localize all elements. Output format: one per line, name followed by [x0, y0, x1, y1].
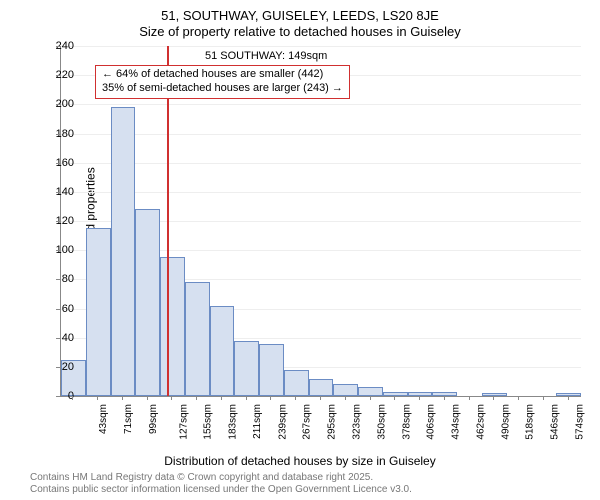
x-tick-mark: [246, 396, 247, 400]
x-tick-label: 295sqm: [327, 404, 338, 440]
histogram-bar: [185, 282, 210, 396]
annotation-box: ← 64% of detached houses are smaller (44…: [95, 65, 350, 99]
x-tick-mark: [469, 396, 470, 400]
x-tick-label: 350sqm: [376, 404, 387, 440]
histogram-bar: [210, 306, 235, 396]
chart-title-line2: Size of property relative to detached ho…: [0, 24, 600, 39]
histogram-bar: [86, 228, 111, 396]
x-tick-label: 323sqm: [352, 404, 363, 440]
x-tick-mark: [518, 396, 519, 400]
gridline: [61, 46, 581, 47]
x-tick-label: 99sqm: [148, 404, 159, 434]
x-tick-label: 462sqm: [475, 404, 486, 440]
y-tick-mark: [56, 75, 60, 76]
histogram-bar: [259, 344, 284, 397]
histogram-bar: [111, 107, 136, 396]
y-tick-mark: [56, 46, 60, 47]
x-tick-mark: [72, 396, 73, 400]
histogram-bar: [135, 209, 160, 396]
x-tick-label: 43sqm: [98, 404, 109, 434]
histogram-bar: [284, 370, 309, 396]
histogram-bar: [160, 257, 185, 396]
y-tick-mark: [56, 221, 60, 222]
y-tick-mark: [56, 338, 60, 339]
x-tick-label: 490sqm: [500, 404, 511, 440]
gridline: [61, 163, 581, 164]
chart-title-line1: 51, SOUTHWAY, GUISELEY, LEEDS, LS20 8JE: [0, 8, 600, 23]
y-tick-mark: [56, 163, 60, 164]
annotation-title: 51 SOUTHWAY: 149sqm: [205, 50, 327, 62]
reference-line: [167, 46, 169, 396]
x-tick-label: 155sqm: [203, 404, 214, 440]
y-tick-mark: [56, 367, 60, 368]
x-tick-mark: [97, 396, 98, 400]
x-tick-mark: [221, 396, 222, 400]
x-tick-mark: [543, 396, 544, 400]
footer-line1: Contains HM Land Registry data © Crown c…: [30, 472, 412, 484]
x-tick-label: 434sqm: [451, 404, 462, 440]
annotation-line2: 35% of semi-detached houses are larger (…: [102, 82, 343, 96]
annotation-line1: ← 64% of detached houses are smaller (44…: [102, 68, 343, 82]
histogram-bar: [358, 387, 383, 396]
x-tick-mark: [147, 396, 148, 400]
y-tick-mark: [56, 250, 60, 251]
footer: Contains HM Land Registry data © Crown c…: [30, 472, 412, 496]
y-tick-mark: [56, 279, 60, 280]
x-tick-label: 378sqm: [401, 404, 412, 440]
x-tick-mark: [568, 396, 569, 400]
x-tick-mark: [345, 396, 346, 400]
x-tick-mark: [394, 396, 395, 400]
histogram-bar: [556, 393, 581, 396]
x-tick-mark: [444, 396, 445, 400]
x-tick-mark: [171, 396, 172, 400]
footer-line2: Contains public sector information licen…: [30, 484, 412, 496]
x-tick-label: 127sqm: [178, 404, 189, 440]
gridline: [61, 134, 581, 135]
x-tick-mark: [370, 396, 371, 400]
y-tick-mark: [56, 309, 60, 310]
x-tick-mark: [419, 396, 420, 400]
x-axis-label: Distribution of detached houses by size …: [0, 454, 600, 468]
x-tick-label: 518sqm: [525, 404, 536, 440]
y-tick-mark: [56, 134, 60, 135]
x-tick-label: 574sqm: [574, 404, 585, 440]
x-tick-label: 211sqm: [252, 404, 263, 439]
x-tick-mark: [320, 396, 321, 400]
gridline: [61, 192, 581, 193]
x-tick-mark: [196, 396, 197, 400]
histogram-bar: [333, 384, 358, 396]
x-tick-label: 546sqm: [550, 404, 561, 440]
x-tick-label: 267sqm: [302, 404, 313, 440]
plot-area: [60, 46, 581, 397]
x-tick-label: 183sqm: [228, 404, 239, 440]
x-tick-mark: [122, 396, 123, 400]
histogram-bar: [432, 392, 457, 396]
gridline: [61, 104, 581, 105]
x-tick-label: 406sqm: [426, 404, 437, 440]
x-tick-mark: [493, 396, 494, 400]
x-tick-label: 71sqm: [123, 404, 134, 434]
histogram-bar: [234, 341, 259, 396]
x-tick-label: 239sqm: [277, 404, 288, 440]
y-tick-mark: [56, 396, 60, 397]
y-tick-mark: [56, 192, 60, 193]
x-tick-mark: [295, 396, 296, 400]
histogram-bar: [309, 379, 334, 397]
x-tick-mark: [270, 396, 271, 400]
chart-container: 51, SOUTHWAY, GUISELEY, LEEDS, LS20 8JE …: [0, 0, 600, 500]
y-tick-mark: [56, 104, 60, 105]
